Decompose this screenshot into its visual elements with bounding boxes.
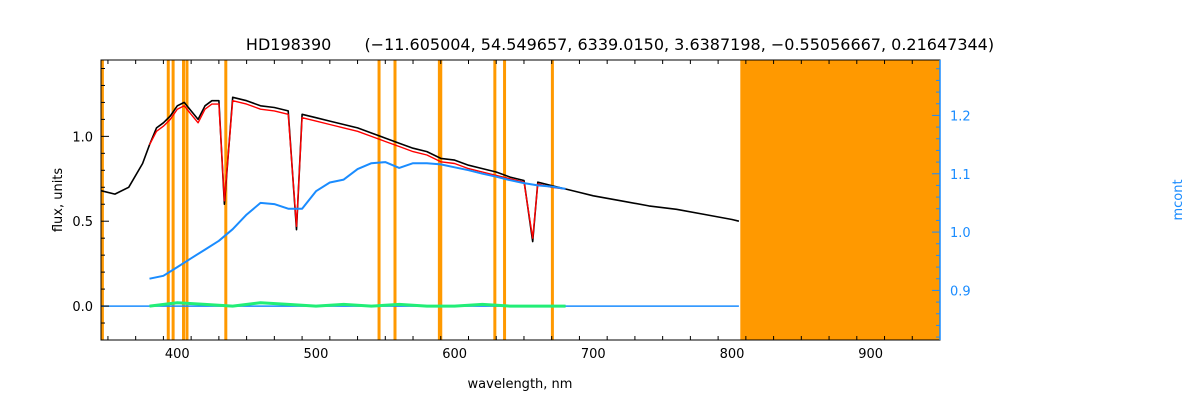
masked-line-0 <box>100 60 104 340</box>
y2-tick-label-3: 1.2 <box>950 109 971 124</box>
masked-region <box>740 60 940 340</box>
masked-line-1 <box>166 60 170 340</box>
y2-tick-label-1: 1.0 <box>950 226 971 241</box>
chart-title: HD198390 (−11.605004, 54.549657, 6339.01… <box>246 35 994 54</box>
x-axis-label: wavelength, nm <box>468 377 573 392</box>
plot-area <box>100 60 940 340</box>
y2-tick-label-2: 1.1 <box>950 168 971 183</box>
series-continuum <box>149 161 566 280</box>
x-tick-label-700: 700 <box>581 347 606 362</box>
y-tick-label-0: 0.0 <box>72 300 93 315</box>
y2-axis-label: mcont <box>1171 179 1186 220</box>
series-residual <box>149 301 566 308</box>
y-axis-label: flux, units <box>51 168 66 233</box>
masked-line-6 <box>377 60 381 340</box>
axis-ticks: 400 500 600 700 800 900 0.0 0.5 1.0 0.9 1.0 1.1 1.2 <box>72 60 971 362</box>
x-tick-label-600: 600 <box>442 347 467 362</box>
masked-line-2 <box>171 60 175 340</box>
masked-line-10 <box>493 60 497 340</box>
masked-line-4 <box>185 60 189 340</box>
title-object: HD198390 <box>246 35 331 54</box>
masked-line-3 <box>182 60 186 340</box>
series-model <box>148 100 566 239</box>
masked-line-11 <box>503 60 507 340</box>
masked-line-7 <box>393 60 397 340</box>
y-tick-label-1: 0.5 <box>72 215 93 230</box>
x-tick-label-400: 400 <box>165 347 190 362</box>
title-parameters: (−11.605004, 54.549657, 6339.0150, 3.638… <box>364 35 994 54</box>
y2-tick-label-0: 0.9 <box>950 284 971 299</box>
x-tick-label-500: 500 <box>304 347 329 362</box>
masked-line-5 <box>224 60 228 340</box>
series-marks <box>100 96 740 308</box>
masked-line-12 <box>550 60 554 340</box>
x-tick-label-900: 900 <box>858 347 883 362</box>
masked-line-9 <box>439 60 443 340</box>
y-tick-label-2: 1.0 <box>72 130 93 145</box>
x-tick-label-800: 800 <box>720 347 745 362</box>
